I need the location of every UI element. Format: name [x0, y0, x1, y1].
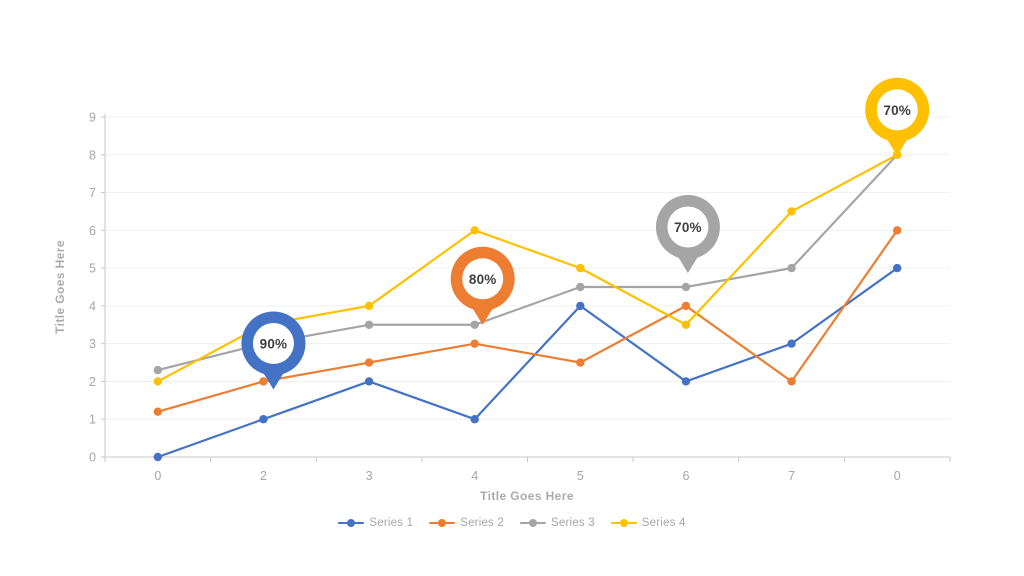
- x-tick-label: 0: [894, 469, 901, 483]
- x-tick-label: 7: [788, 469, 795, 483]
- series-1-marker: [681, 377, 691, 386]
- legend-label: Series 1: [369, 517, 414, 529]
- pin-label: 70%: [883, 103, 911, 118]
- series-3-marker: [470, 320, 479, 329]
- y-tick-label: 4: [89, 299, 96, 313]
- y-tick-label: 8: [89, 148, 96, 162]
- x-tick-label: 5: [577, 469, 584, 483]
- legend-dot: [619, 519, 628, 527]
- series-3-marker: [787, 263, 796, 273]
- legend-label: Series 4: [641, 517, 686, 529]
- series-2-marker: [153, 407, 163, 416]
- x-tick-label: 3: [366, 469, 373, 483]
- x-tick-label: 6: [682, 469, 689, 483]
- legend-dot: [438, 519, 447, 527]
- y-axis-title: Title Goes Here: [53, 240, 67, 334]
- series-2-marker: [470, 339, 479, 348]
- pin-annotation: 70%: [865, 77, 930, 156]
- pin-annotation: 80%: [450, 246, 515, 325]
- series-2-marker: [259, 377, 268, 386]
- legend-item: Series 3: [520, 517, 595, 529]
- pin-annotation: 70%: [655, 195, 720, 273]
- y-tick-label: 7: [89, 186, 96, 200]
- y-tick-label: 3: [89, 337, 96, 351]
- series-2-marker: [892, 226, 902, 235]
- y-tick-label: 9: [89, 111, 96, 125]
- series-2-marker: [576, 358, 585, 367]
- pin-label: 70%: [674, 220, 702, 235]
- pin-face: [667, 206, 709, 248]
- y-tick-label: 1: [89, 413, 96, 427]
- x-axis-title: Title Goes Here: [480, 489, 574, 503]
- series-2-marker: [681, 301, 691, 311]
- y-tick-label: 0: [89, 451, 96, 465]
- pin-face: [252, 322, 294, 364]
- series-2-marker: [364, 358, 374, 367]
- series-1-marker: [259, 415, 268, 424]
- legend-label: Series 3: [551, 517, 595, 529]
- series-1-marker: [576, 301, 585, 311]
- series-3-marker: [576, 282, 585, 292]
- legend-dot: [529, 519, 537, 527]
- series-1-marker: [892, 263, 902, 273]
- series-2-marker: [787, 377, 796, 386]
- y-tick-label: 2: [89, 375, 96, 389]
- legend-line-marker-swatch: [338, 518, 365, 528]
- x-tick-label: 4: [471, 469, 478, 483]
- series-line-1: [156, 267, 899, 459]
- series-4-marker: [153, 377, 163, 386]
- legend-item: Series 4: [610, 517, 686, 529]
- x-tick-label: 0: [154, 469, 161, 483]
- pin-face: [462, 258, 504, 300]
- legend-label: Series 2: [460, 517, 504, 529]
- series-4-marker: [576, 263, 585, 273]
- legend-item: Series 2: [429, 517, 504, 529]
- legend-item: Series 1: [338, 517, 413, 529]
- pin-label: 90%: [260, 336, 288, 351]
- series-4-marker: [364, 301, 374, 311]
- series-4-marker: [470, 226, 479, 235]
- pin-annotation: 90%: [241, 311, 306, 390]
- series-line-2: [156, 229, 899, 413]
- legend-dot: [347, 519, 356, 527]
- pin-label: 80%: [469, 272, 497, 287]
- series-4-marker: [787, 207, 796, 216]
- series-1-marker: [364, 377, 374, 386]
- legend-line-marker-swatch: [610, 518, 637, 528]
- legend-line-marker-swatch: [520, 518, 546, 528]
- series-1-marker: [470, 415, 479, 424]
- series-3-marker: [364, 320, 374, 329]
- legend-line-marker-swatch: [429, 518, 456, 528]
- x-tick-label: 2: [260, 469, 267, 483]
- series-1-marker: [153, 452, 163, 462]
- series-1-marker: [787, 339, 796, 348]
- legend: Series 1 Series 2 Series 3 Series 4: [0, 517, 1024, 529]
- series-3-marker: [153, 365, 163, 375]
- y-tick-label: 6: [89, 224, 96, 238]
- pin-face: [876, 89, 918, 131]
- y-tick-label: 5: [89, 262, 96, 276]
- series-3-marker: [681, 282, 691, 292]
- series-4-marker: [681, 320, 691, 329]
